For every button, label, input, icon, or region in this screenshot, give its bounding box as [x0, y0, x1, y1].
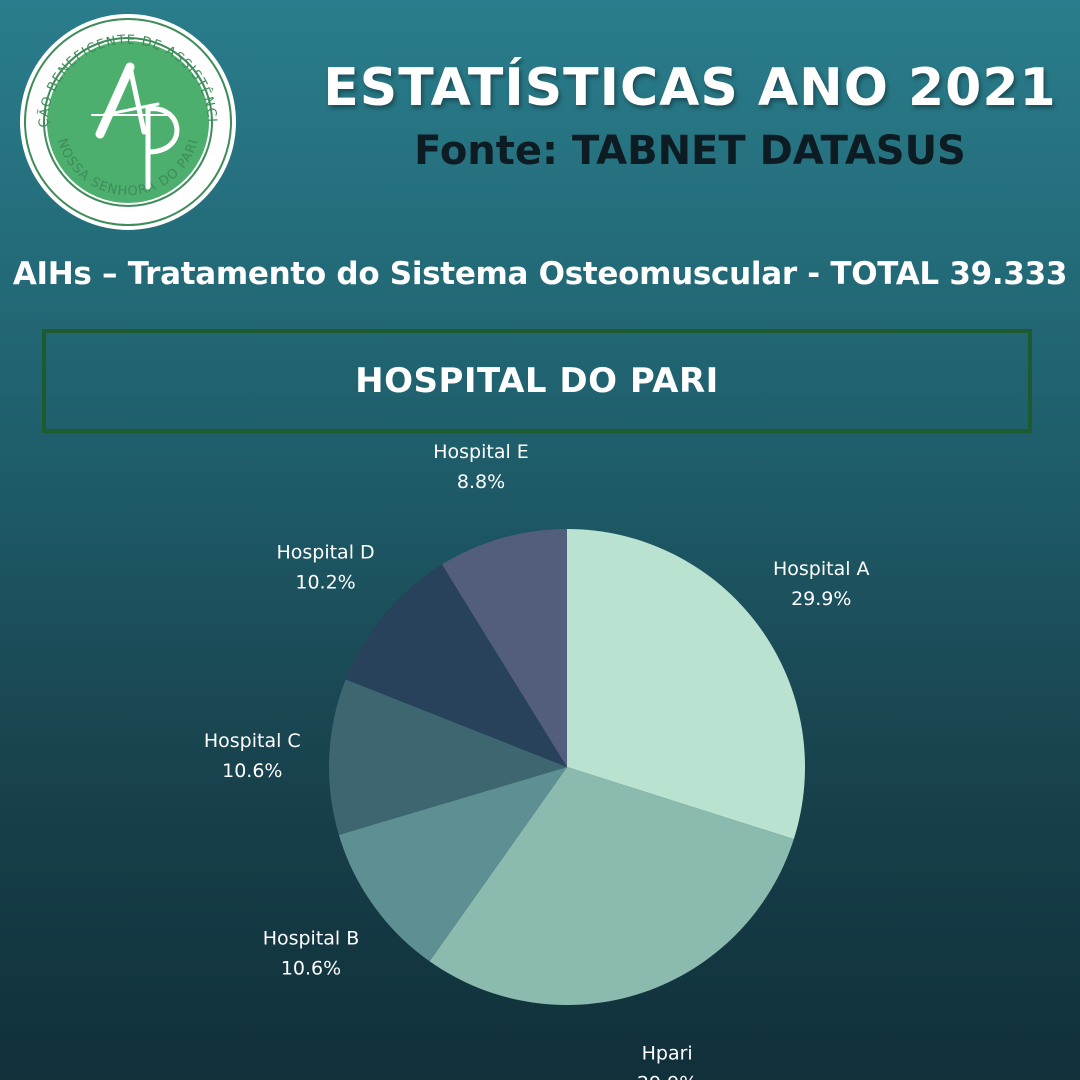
logo-emblem: ASSOCIAÇÃO BENEFICENTE DE ASSISTÊNCIA SO…: [18, 12, 236, 230]
pie-slice-label: Hpari: [642, 1043, 693, 1065]
pie-slice-label: Hospital A: [773, 558, 870, 580]
hospital-banner-label: HOSPITAL DO PARI: [355, 361, 719, 401]
pie-slice-hospital-e: [442, 529, 567, 767]
chart-headline: AIHs – Tratamento do Sistema Osteomuscul…: [12, 256, 1068, 292]
logo-monogram-icon: [91, 62, 180, 190]
pie-slice-label: Hospital E: [433, 441, 529, 463]
pie-slice-hospital-a: [567, 529, 805, 840]
logo-disc: [47, 41, 209, 203]
pie-slice-label: Hospital D: [276, 542, 374, 564]
page-title: ESTATÍSTICAS ANO 2021: [323, 58, 1057, 118]
pie-slice-hpari: [429, 767, 794, 1006]
pie-slices: [328, 529, 805, 1006]
page-subtitle: Fonte: TABNET DATASUS: [414, 128, 966, 174]
pie-slice-percent: 10.6%: [281, 958, 341, 980]
pie-slice-percent: 10.2%: [295, 572, 355, 594]
pie-slice-hospital-c: [328, 679, 567, 835]
pie-slice-percent: 29.9%: [791, 588, 851, 610]
pie-slice-hospital-d: [345, 564, 567, 767]
pie-slice-percent: 8.8%: [457, 471, 505, 493]
pie-slice-percent: 29.9%: [637, 1073, 697, 1080]
pie-labels: Hospital A 29.9% Hpari 29.9% Hospital B 10.6%…: [204, 441, 870, 1080]
hospital-banner: HOSPITAL DO PARI: [42, 329, 1032, 433]
pie-slice-hospital-b: [338, 767, 567, 962]
pie-slice-label: Hospital B: [263, 928, 360, 950]
logo-outline: [24, 18, 232, 226]
logo-inner-outline: [43, 37, 213, 207]
logo: ASSOCIAÇÃO BENEFICENTE DE ASSISTÊNCIA SO…: [18, 12, 238, 232]
pie-slice-label: Hospital C: [204, 730, 301, 752]
pie-slice-percent: 10.6%: [222, 760, 282, 782]
